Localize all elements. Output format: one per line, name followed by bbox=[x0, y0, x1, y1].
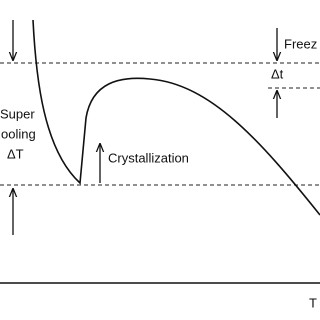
label: Crystallization bbox=[108, 150, 189, 165]
label: Δt bbox=[271, 66, 284, 81]
label: Freez bbox=[284, 36, 317, 51]
label: Super bbox=[0, 106, 35, 121]
label: ooling bbox=[1, 126, 36, 141]
label: ΔT bbox=[7, 146, 24, 161]
label: T bbox=[309, 295, 317, 310]
temperature-curve bbox=[32, 19, 320, 216]
